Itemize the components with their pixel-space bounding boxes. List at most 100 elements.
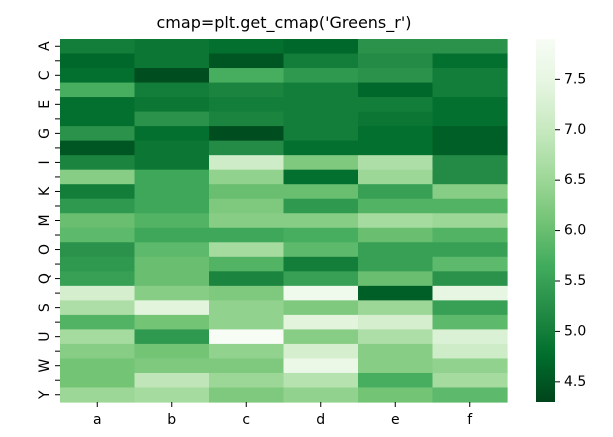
heatmap-cell-Q-d	[283, 271, 359, 287]
x-tick-label: a	[93, 412, 102, 428]
heatmap-cell-R-f	[432, 285, 508, 301]
heatmap-cell-Q-c	[209, 271, 285, 287]
colorbar: 4.5 5.0 5.5 6.0 6.5 7.0 7.5	[536, 39, 586, 402]
heatmap-cell-B-b	[134, 53, 210, 69]
heatmap-cell-F-d	[283, 111, 359, 127]
colorbar-tick-label: 6.5	[564, 172, 586, 188]
heatmap-cell-R-a	[60, 285, 136, 301]
heatmap-cell-H-c	[209, 140, 285, 156]
heatmap-cell-O-a	[60, 242, 136, 258]
heatmap-cell-V-b	[134, 343, 210, 360]
heatmap-cell-W-a	[60, 358, 136, 374]
heatmap-cell-W-c	[209, 358, 285, 374]
heatmap-cell-N-e	[358, 227, 434, 243]
heatmap-cell-U-b	[134, 329, 210, 345]
heatmap-cell-M-b	[134, 213, 210, 229]
heatmap-cell-P-d	[283, 256, 359, 272]
heatmap-cell-E-d	[283, 97, 359, 113]
heatmap-cell-W-b	[134, 358, 210, 374]
heatmap-cell-Q-a	[60, 271, 136, 287]
y-axis-ticks: A C E G I K M O Q S U W Y	[37, 41, 60, 400]
heatmap-cell-R-e	[358, 285, 434, 301]
heatmap-cell-E-f	[432, 97, 508, 113]
heatmap-cell-S-d	[283, 300, 359, 316]
heatmap-cell-X-f	[432, 372, 508, 389]
heatmap-cell-I-f	[432, 155, 508, 171]
heatmap-cell-G-c	[209, 126, 285, 142]
heatmap-cell-F-a	[60, 111, 136, 127]
heatmap-cell-F-c	[209, 111, 285, 127]
heatmap-cell-D-f	[432, 82, 508, 98]
heatmap-cell-Q-b	[134, 271, 210, 287]
colorbar-tick-label: 4.5	[564, 374, 586, 390]
heatmap-cell-Y-c	[209, 387, 285, 403]
y-tick-label: Y	[37, 390, 53, 400]
chart-title: cmap=plt.get_cmap('Greens_r')	[157, 13, 412, 33]
heatmap-cell-R-d	[283, 285, 359, 301]
heatmap-cell-T-b	[134, 314, 210, 330]
heatmap-cell-I-e	[358, 155, 434, 171]
heatmap-cell-L-c	[209, 198, 285, 214]
heatmap-cell-S-c	[209, 300, 285, 316]
heatmap-cell-W-d	[283, 358, 359, 374]
heatmap-cell-C-c	[209, 68, 285, 84]
x-tick-label: c	[242, 412, 250, 428]
heatmap-cell-D-a	[60, 82, 136, 98]
heatmap-cell-S-a	[60, 300, 136, 316]
heatmap-cell-V-a	[60, 343, 136, 360]
heatmap-cell-B-c	[209, 53, 285, 69]
heatmap-cell-V-e	[358, 343, 434, 360]
heatmap-cell-L-f	[432, 198, 508, 214]
colorbar-tick-label: 5.5	[564, 273, 586, 289]
heatmap-cell-C-f	[432, 68, 508, 84]
heatmap-cell-J-f	[432, 169, 508, 185]
y-tick-label: K	[37, 186, 53, 196]
heatmap-cell-A-c	[209, 39, 285, 55]
heatmap-cell-B-a	[60, 53, 136, 69]
heatmap-cell-P-f	[432, 256, 508, 272]
x-tick-label: d	[316, 412, 325, 428]
heatmap-cell-P-c	[209, 256, 285, 272]
heatmap-cell-U-f	[432, 329, 508, 345]
heatmap-cell-X-a	[60, 372, 136, 389]
heatmap-cell-M-d	[283, 213, 359, 229]
x-tick-label: e	[391, 412, 400, 428]
heatmap-cell-I-b	[134, 155, 210, 171]
heatmap-cell-S-f	[432, 300, 508, 316]
heatmap-cell-N-c	[209, 227, 285, 243]
heatmap-cell-P-e	[358, 256, 434, 272]
y-tick-label: I	[37, 160, 53, 164]
heatmap-cell-Y-e	[358, 387, 434, 403]
heatmap-cell-V-c	[209, 343, 285, 360]
y-tick-label: W	[37, 359, 53, 373]
x-axis-ticks: a b c d e f	[93, 402, 473, 428]
heatmap-cell-J-b	[134, 169, 210, 185]
heatmap-cell-W-e	[358, 358, 434, 374]
heatmap-cell-E-c	[209, 97, 285, 113]
heatmap-cell-U-e	[358, 329, 434, 345]
heatmap-cell-T-e	[358, 314, 434, 330]
colorbar-tick-label: 7.0	[564, 122, 586, 138]
y-tick-label: S	[37, 303, 53, 312]
heatmap-cell-Y-b	[134, 387, 210, 403]
heatmap-cell-L-e	[358, 198, 434, 214]
heatmap-cell-F-e	[358, 111, 434, 127]
heatmap-cell-Y-d	[283, 387, 359, 403]
heatmap-cell-N-b	[134, 227, 210, 243]
y-tick-label: Q	[37, 273, 53, 284]
heatmap-cell-V-d	[283, 343, 359, 360]
heatmap-cell-T-f	[432, 314, 508, 330]
heatmap-cell-F-b	[134, 111, 210, 127]
x-tick-label: b	[167, 412, 176, 428]
heatmap-cell-E-a	[60, 97, 136, 113]
heatmap-cell-C-b	[134, 68, 210, 84]
heatmap-cells	[60, 39, 508, 403]
heatmap-cell-G-f	[432, 126, 508, 142]
heatmap-cell-X-e	[358, 372, 434, 389]
heatmap-cell-K-c	[209, 184, 285, 200]
heatmap-cell-H-b	[134, 140, 210, 156]
heatmap-cell-L-d	[283, 198, 359, 214]
heatmap-cell-S-e	[358, 300, 434, 316]
heatmap-cell-R-c	[209, 285, 285, 301]
colorbar-tick-label: 7.5	[564, 71, 586, 87]
